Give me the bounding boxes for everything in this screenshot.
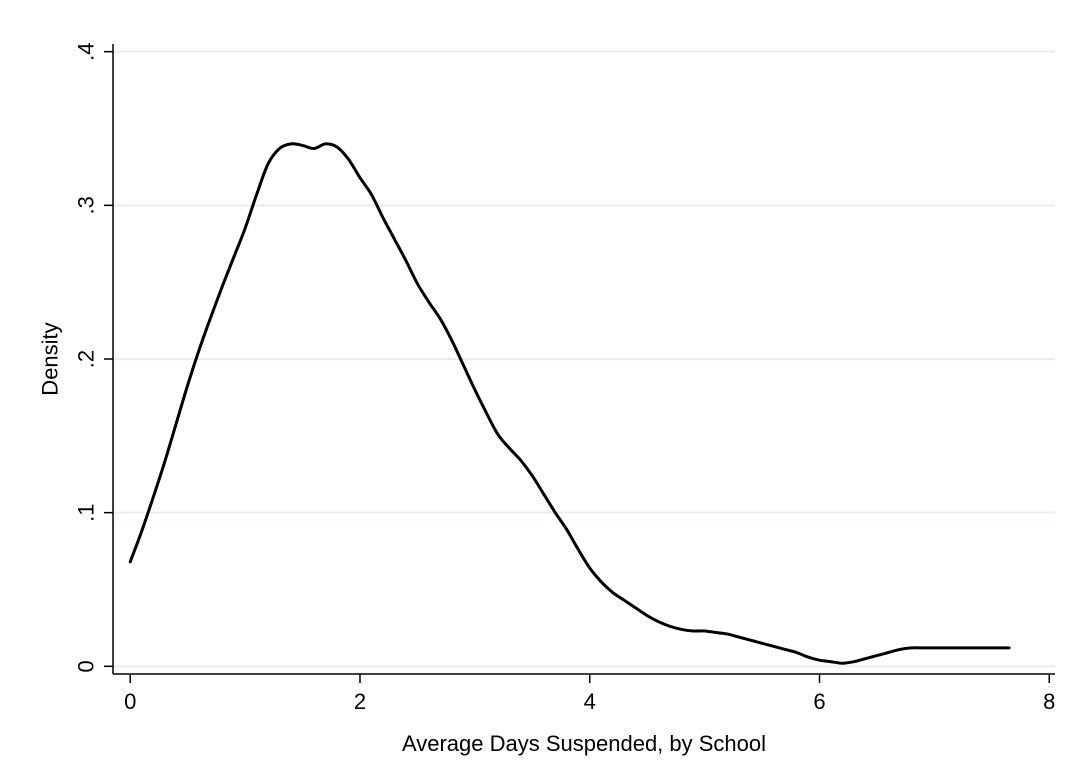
tick-labels: 0 .1 .2 .3 .4 0 2 4 6 8 [74, 43, 1056, 714]
y-tick-label-0: 0 [74, 660, 99, 672]
x-axis-title: Average Days Suspended, by School [402, 731, 766, 756]
y-tick-label-4: .4 [74, 43, 99, 61]
series [128, 142, 1011, 665]
x-tick-label-4: 8 [1043, 689, 1055, 714]
tick-marks [104, 50, 1051, 683]
x-tick-label-0: 0 [124, 689, 136, 714]
x-tick-label-2: 4 [584, 689, 596, 714]
x-tick-label-1: 2 [354, 689, 366, 714]
x-tick-label-3: 6 [813, 689, 825, 714]
gridlines [113, 50, 1055, 668]
y-tick-label-1: .1 [74, 503, 99, 521]
y-axis-title: Density [38, 322, 63, 395]
y-tick-label-2: .2 [74, 350, 99, 368]
density-curve-0 [128, 142, 1011, 665]
y-tick-label-3: .3 [74, 196, 99, 214]
